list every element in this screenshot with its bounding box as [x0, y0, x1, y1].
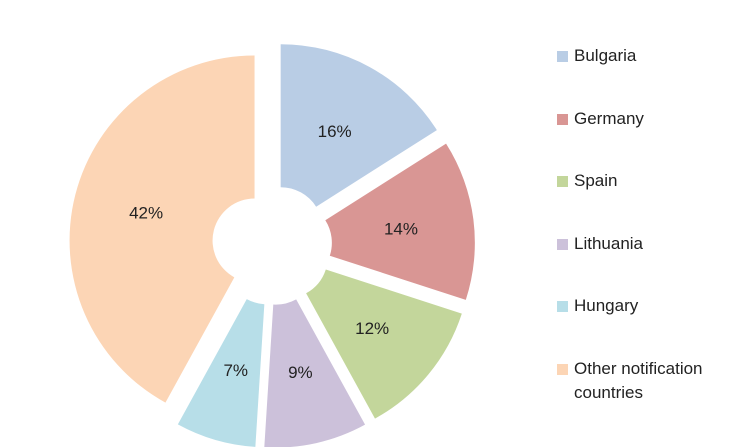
slice-other-notification-countries	[69, 55, 255, 403]
data-label: 7%	[223, 361, 248, 380]
legend-swatch	[557, 364, 568, 375]
slice-hungary	[177, 299, 265, 447]
legend-swatch	[557, 301, 568, 313]
legend-label: Lithuania	[574, 233, 644, 253]
data-label: 14%	[384, 220, 418, 239]
legend-label: Spain	[574, 171, 618, 191]
legend-swatch	[557, 51, 568, 62]
legend-label: Hungary	[574, 296, 639, 316]
legend-swatch	[557, 238, 568, 250]
data-label: 42%	[129, 204, 163, 223]
data-label: 16%	[318, 122, 352, 141]
legend-swatch	[557, 113, 568, 125]
legend-label: Bulgaria	[574, 46, 637, 65]
legend-label: Other notification countries	[574, 359, 703, 402]
data-label: 9%	[288, 363, 313, 382]
slice-bulgaria	[280, 44, 437, 207]
legend-label: Germany	[574, 108, 644, 128]
legend-swatch	[557, 176, 568, 188]
slice-spain	[306, 269, 462, 419]
slice-germany	[325, 143, 475, 300]
data-label: 12%	[355, 319, 389, 338]
slice-lithuania	[264, 299, 366, 447]
